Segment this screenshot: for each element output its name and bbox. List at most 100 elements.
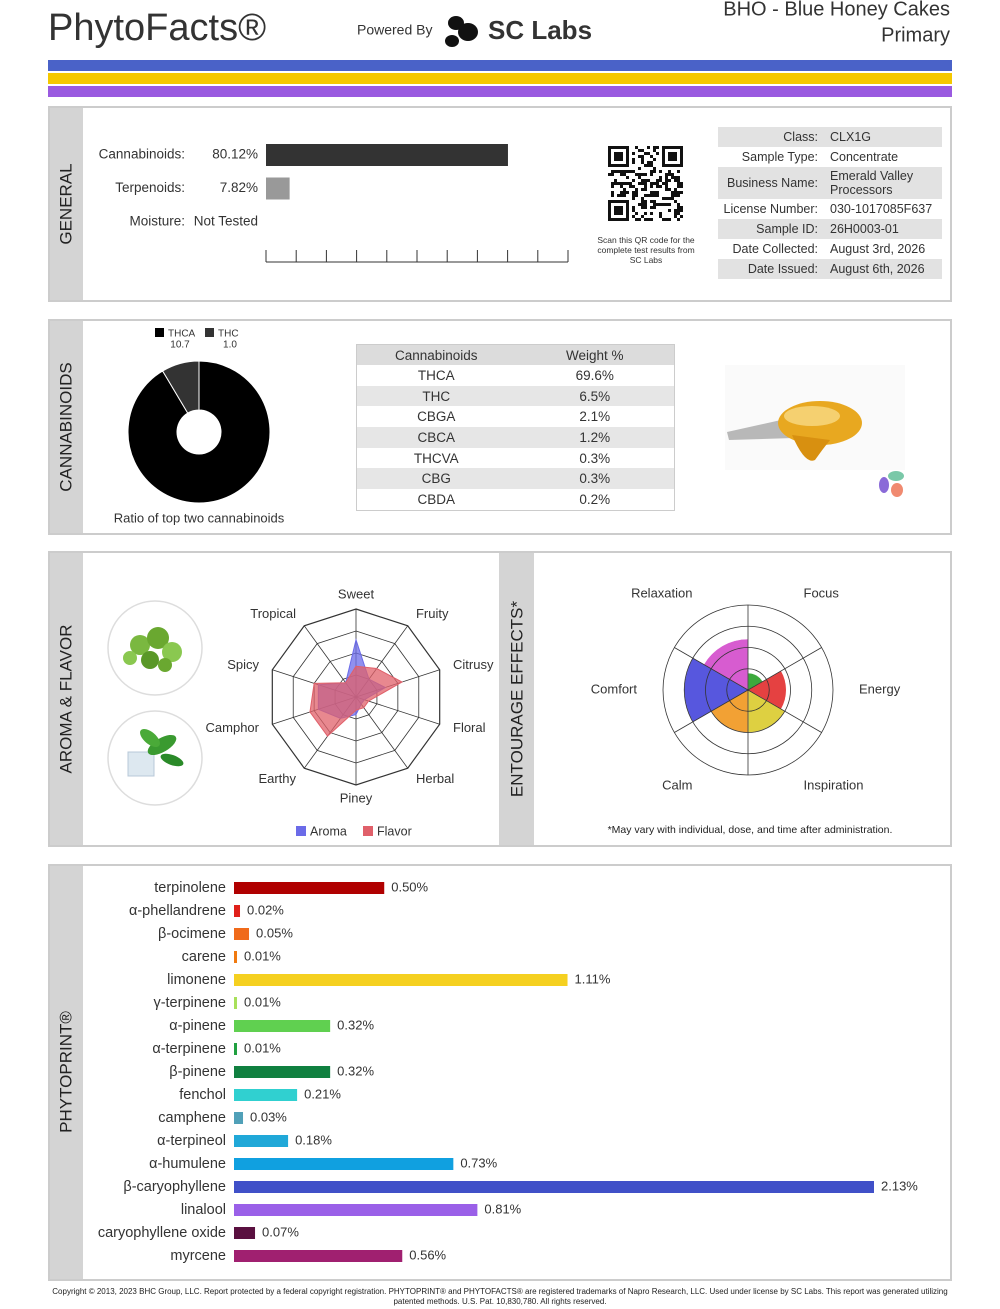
footer: Copyright © 2013, 2023 BHC Group, LLC. R… (52, 1287, 948, 1306)
qr-cell (635, 218, 638, 221)
qr-cell (656, 203, 659, 206)
terpene-value: 0.03% (250, 1109, 287, 1124)
qr-cell (632, 152, 635, 155)
qr-cell (638, 203, 641, 206)
entourage-note: *May vary with individual, dose, and tim… (607, 824, 893, 836)
qr-cell (620, 206, 623, 209)
qr-cell (641, 203, 644, 206)
info-label: Business Name: (726, 176, 818, 190)
qr-cell (665, 218, 668, 221)
qr-cell (617, 164, 620, 167)
qr-cell (662, 218, 665, 221)
qr-cell (659, 212, 662, 215)
terpene-bar (234, 1112, 244, 1124)
qr-cell (650, 161, 653, 164)
legend-label: THC (218, 329, 239, 340)
pie-caption: Ratio of top two cannabinoids (114, 510, 285, 525)
qr-note: Scan this QR code for the complete test … (597, 235, 695, 265)
column-header: Cannabinoids (394, 347, 478, 363)
qr-cell (635, 173, 638, 176)
row-value: Not Tested (194, 214, 258, 229)
qr-cell (662, 203, 665, 206)
table-header: Cannabinoids Weight % (356, 344, 675, 365)
qr-cell (629, 170, 632, 173)
qr-cell (614, 206, 617, 209)
content-bar (266, 177, 290, 200)
qr-cell (641, 155, 644, 158)
radar-axis-label: Sweet (338, 586, 375, 601)
qr-cell (635, 191, 638, 194)
qr-cell (680, 155, 683, 158)
section-title: GENERAL (56, 163, 75, 244)
terpene-bar (234, 882, 385, 894)
table-row: CBGA 2.1% (357, 406, 675, 427)
cell-value: 0.3% (579, 450, 611, 466)
qr-cell (668, 203, 671, 206)
terpene-name: α-terpineol (157, 1133, 226, 1149)
qr-cell (626, 200, 629, 203)
qr-cell (617, 182, 620, 185)
qr-cell (608, 215, 611, 218)
terpene-bar (234, 1158, 454, 1170)
qr-cell (677, 191, 680, 194)
qr-cell (674, 158, 677, 161)
qr-cell (641, 188, 644, 191)
qr-cell (644, 188, 647, 191)
qr-cell (641, 200, 644, 203)
qr-cell (650, 173, 653, 176)
powered-by: Powered By (357, 22, 432, 38)
qr-cell (671, 194, 674, 197)
qr-cell (608, 161, 611, 164)
qr-cell (611, 200, 614, 203)
lab-logo-mark (445, 16, 478, 47)
cell-value: 0.2% (579, 491, 611, 507)
section-sidebars (50, 108, 534, 1279)
radar-spoke (355, 696, 409, 769)
qr-cell (656, 146, 659, 149)
qr-cell (677, 209, 680, 212)
qr-cell (671, 164, 674, 167)
terpene-bar (234, 1066, 331, 1078)
qr-cell (611, 146, 614, 149)
info-row: Sample Type: Concentrate (718, 147, 942, 167)
product-name: BHO - Blue Honey Cakes (723, 0, 950, 20)
qr-cell (677, 179, 680, 182)
qr-cell (620, 158, 623, 161)
effect-sector (703, 638, 749, 691)
qr-cell (608, 173, 611, 176)
qr-cell (650, 164, 653, 167)
row-label: Moisture: (129, 214, 185, 229)
qr-cell (641, 206, 644, 209)
qr-cell (641, 179, 644, 182)
legend-label: Aroma (310, 824, 347, 838)
qr-cell (641, 149, 644, 152)
qr-cell (611, 194, 614, 197)
info-value: 030-1017085F637 (830, 202, 933, 216)
cell-name: THCVA (413, 450, 459, 466)
radar-axis-label: Herbal (416, 771, 454, 786)
qr-cell (671, 155, 674, 158)
qr-cell (680, 182, 683, 185)
cannabinoid-table: Cannabinoids Weight % THCA 69.6% THC 6.5% CBGA… (356, 344, 675, 511)
qr-cell (644, 179, 647, 182)
qr-cell (668, 152, 671, 155)
qr-cell (665, 146, 668, 149)
qr-cell (659, 179, 662, 182)
terpene-value: 0.01% (244, 994, 281, 1009)
qr-cell (608, 164, 611, 167)
qr-cell (644, 152, 647, 155)
qr-cell (617, 155, 620, 158)
aroma-images (107, 600, 203, 806)
qr-cell (665, 203, 668, 206)
qr-cell (677, 146, 680, 149)
qr-cell (620, 191, 623, 194)
qr-cell (662, 158, 665, 161)
qr-cell (638, 176, 641, 179)
qr-cell (644, 185, 647, 188)
qr-cell (662, 155, 665, 158)
qr-cell (656, 152, 659, 155)
info-row: Date Collected: August 3rd, 2026 (718, 239, 942, 259)
qr-cell (650, 206, 653, 209)
qr-cell (668, 188, 671, 191)
